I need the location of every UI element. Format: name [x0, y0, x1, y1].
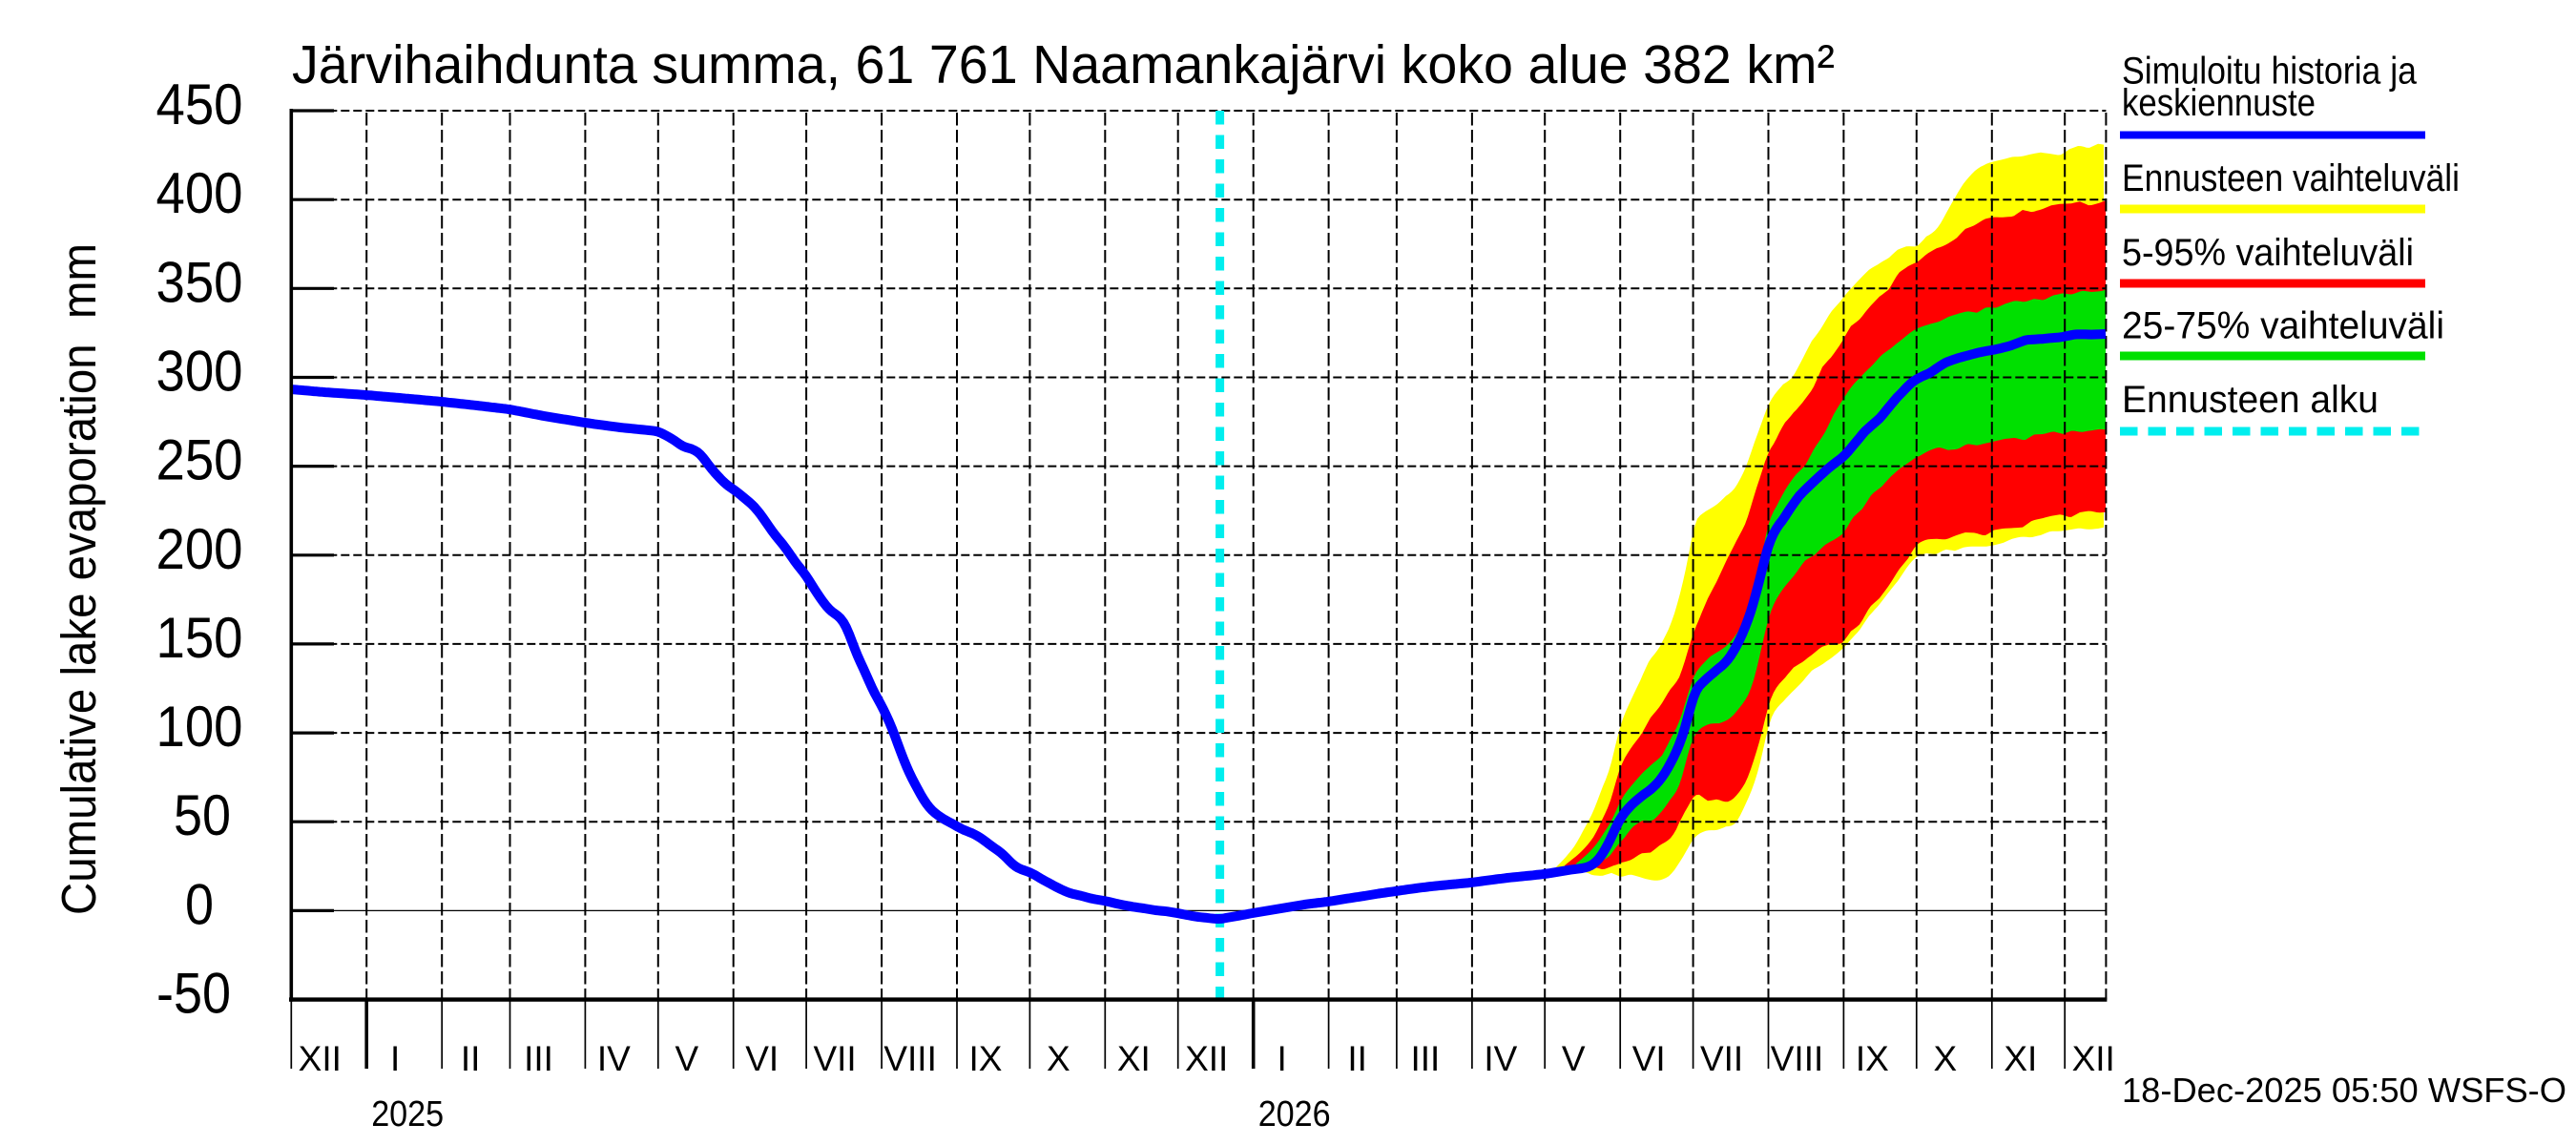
svg-text:0: 0 — [185, 872, 214, 936]
svg-text:VII: VII — [1700, 1039, 1743, 1078]
svg-text:25-75% vaihteluväli: 25-75% vaihteluväli — [2122, 305, 2444, 347]
svg-text:IX: IX — [969, 1039, 1003, 1078]
svg-text:II: II — [1347, 1039, 1367, 1078]
svg-text:2026: 2026 — [1258, 1094, 1331, 1135]
svg-text:-50: -50 — [156, 962, 231, 1026]
svg-text:V: V — [675, 1039, 698, 1078]
svg-text:Simuloitu historia ja: Simuloitu historia ja — [2122, 51, 2418, 93]
svg-text:I: I — [1278, 1039, 1287, 1078]
svg-text:300: 300 — [156, 340, 243, 404]
svg-text:200: 200 — [156, 517, 243, 581]
svg-text:VI: VI — [745, 1039, 779, 1078]
svg-text:VI: VI — [1632, 1039, 1666, 1078]
svg-text:50: 50 — [174, 783, 231, 847]
svg-text:III: III — [1410, 1039, 1440, 1078]
svg-text:18-Dec-2025 05:50 WSFS-O: 18-Dec-2025 05:50 WSFS-O — [2122, 1071, 2566, 1110]
svg-text:IV: IV — [597, 1039, 631, 1078]
svg-text:350: 350 — [156, 250, 243, 314]
svg-text:X: X — [1047, 1039, 1070, 1078]
svg-text:XI: XI — [2004, 1039, 2037, 1078]
svg-text:IV: IV — [1484, 1039, 1517, 1078]
svg-text:XI: XI — [1117, 1039, 1151, 1078]
svg-text:5-95% vaihteluväli: 5-95% vaihteluväli — [2122, 232, 2414, 274]
svg-text:XII: XII — [2072, 1039, 2115, 1078]
svg-text:V: V — [1562, 1039, 1586, 1078]
svg-text:XII: XII — [1185, 1039, 1228, 1078]
svg-text:Ennusteen vaihteluväli: Ennusteen vaihteluväli — [2122, 157, 2460, 199]
svg-text:III: III — [524, 1039, 553, 1078]
svg-text:I: I — [390, 1039, 400, 1078]
svg-text:450: 450 — [156, 73, 243, 136]
svg-text:400: 400 — [156, 161, 243, 225]
svg-text:Järvihaihdunta summa, 61 761 N: Järvihaihdunta summa, 61 761 Naamankajär… — [292, 34, 1835, 95]
svg-text:VIII: VIII — [883, 1039, 937, 1078]
svg-text:VII: VII — [813, 1039, 856, 1078]
svg-text:2025: 2025 — [371, 1094, 444, 1135]
svg-text:IX: IX — [1856, 1039, 1889, 1078]
svg-text:X: X — [1933, 1039, 1957, 1078]
svg-text:Ennusteen alku: Ennusteen alku — [2122, 379, 2379, 421]
svg-text:VIII: VIII — [1771, 1039, 1824, 1078]
svg-text:100: 100 — [156, 695, 243, 759]
svg-text:150: 150 — [156, 606, 243, 670]
svg-text:Cumulative lake evaporation m: Cumulative lake evaporation mm — [52, 243, 106, 915]
svg-text:II: II — [461, 1039, 481, 1078]
svg-text:250: 250 — [156, 428, 243, 492]
svg-text:keskiennuste: keskiennuste — [2122, 82, 2316, 124]
svg-text:XII: XII — [299, 1039, 342, 1078]
